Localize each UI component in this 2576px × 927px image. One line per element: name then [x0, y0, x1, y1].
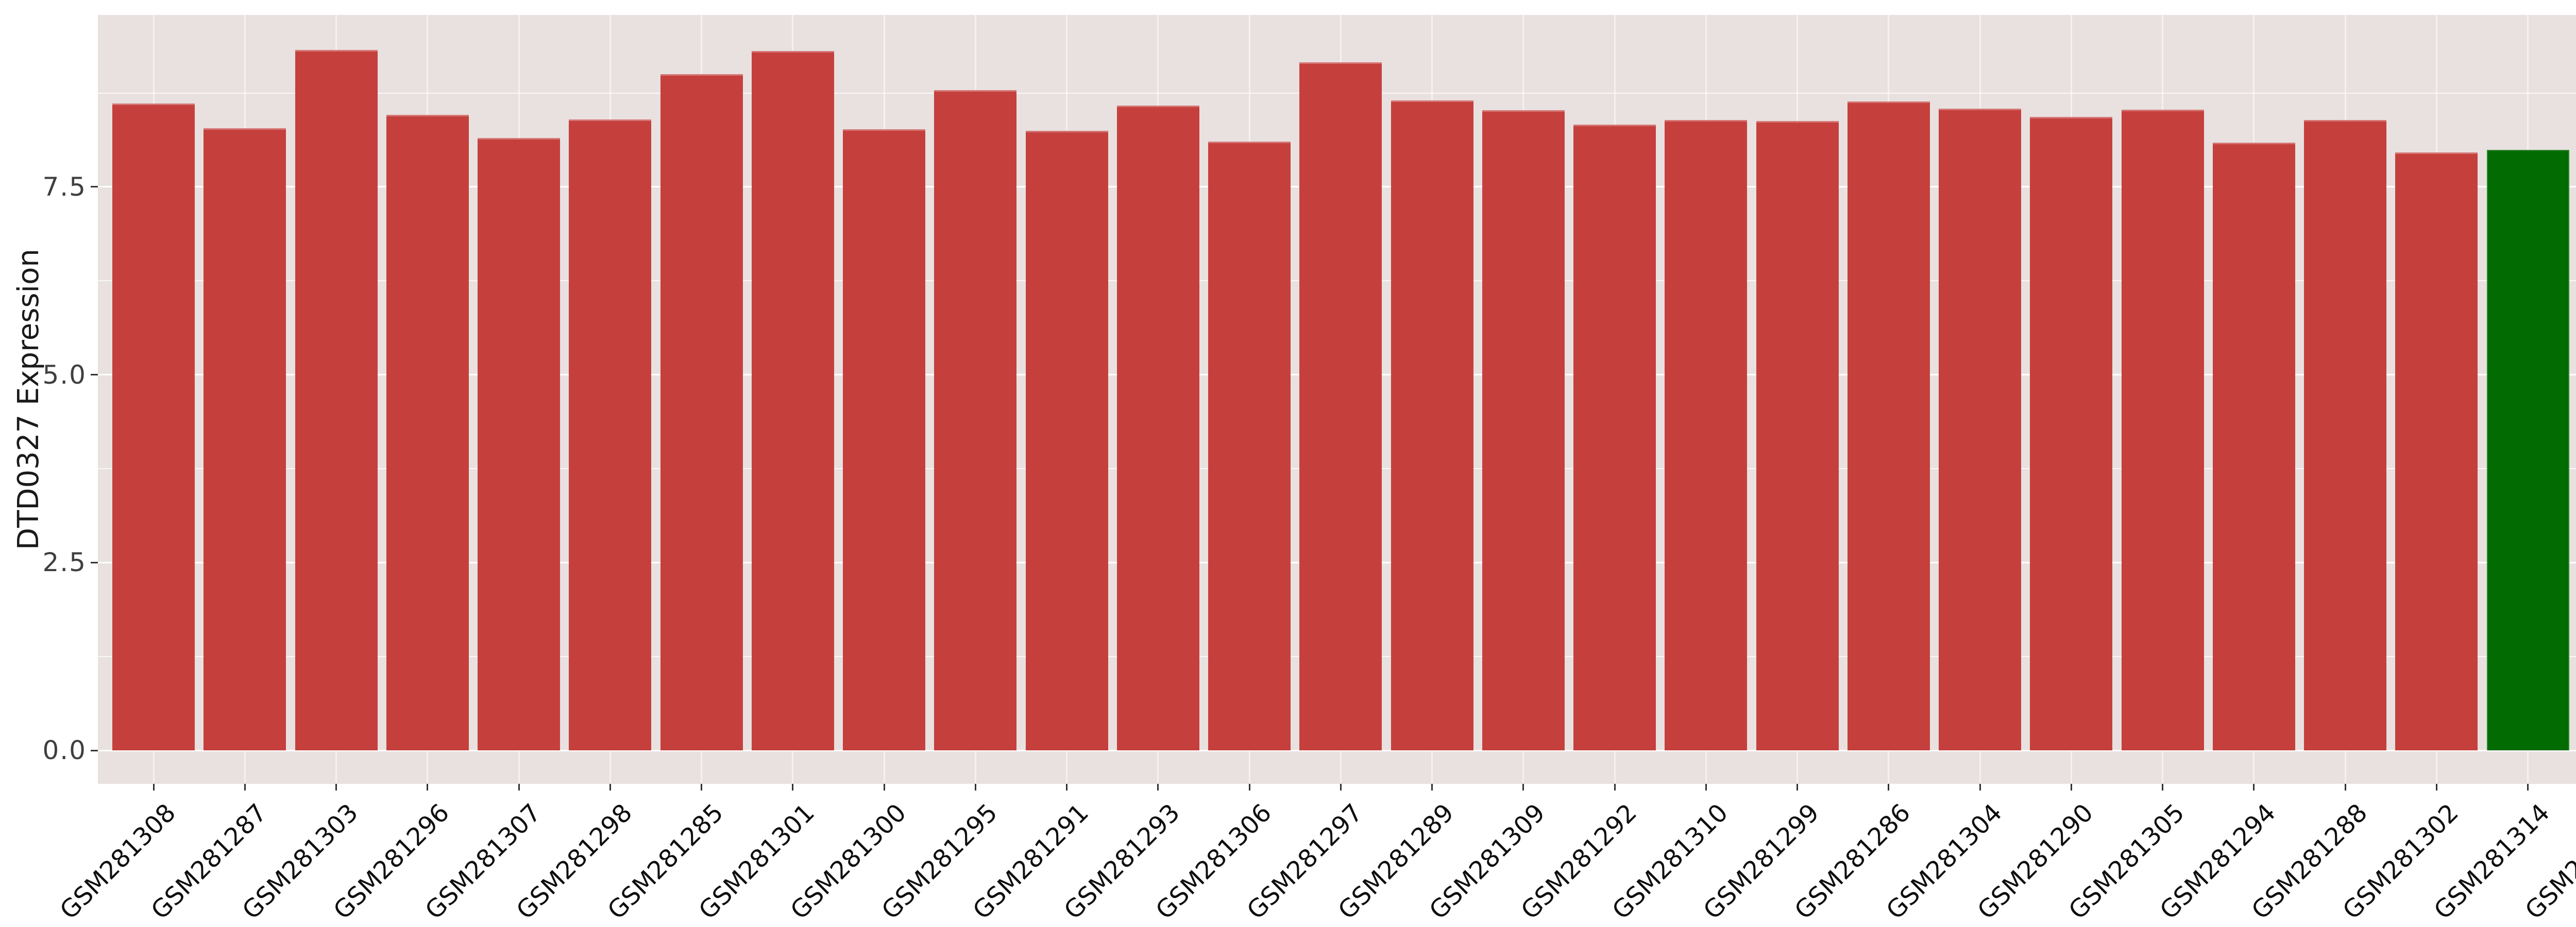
x-tick-mark [1157, 784, 1159, 791]
x-tick-mark [1705, 784, 1707, 791]
bar-GSM281292 [1573, 124, 1656, 750]
y-axis-title: DTD0327 Expression [0, 15, 57, 784]
x-tick-mark [2435, 784, 2437, 791]
x-tick-mark [609, 784, 611, 791]
x-tick-mark [152, 784, 155, 791]
bar-GSM281306 [1208, 142, 1291, 750]
x-tick-mark [1522, 784, 1524, 791]
bar-GSM281293 [1116, 106, 1199, 750]
x-tick-mark [335, 784, 337, 791]
bar-GSM281303 [295, 50, 378, 750]
y-axis-title-text: DTD0327 Expression [11, 249, 45, 550]
x-tick-mark [1248, 784, 1250, 791]
x-tick-mark [1979, 784, 1981, 791]
x-tick-mark [974, 784, 976, 791]
bar-GSM281290 [2030, 117, 2113, 750]
bar-GSM281302 [2395, 152, 2478, 750]
x-tick-mark [427, 784, 429, 791]
bar-GSM281285 [660, 74, 743, 750]
x-tick-mark [1340, 784, 1342, 791]
bar-GSM281310 [1665, 120, 1748, 750]
y-tick-mark [91, 186, 98, 188]
bar-GSM281295 [934, 90, 1017, 750]
x-tick-mark [2162, 784, 2163, 791]
bar-GSM281294 [2212, 142, 2295, 750]
x-tick-mark [518, 784, 520, 791]
y-tick-label: 5.0 [42, 359, 87, 390]
x-tick-mark [2070, 784, 2072, 791]
bar-GSM281305 [2121, 109, 2204, 750]
y-tick-mark [91, 374, 98, 376]
y-tick-label: 7.5 [42, 171, 87, 202]
bar-GSM281297 [1299, 62, 1382, 750]
bar-GSM281300 [843, 129, 925, 750]
major-gridline [98, 749, 2576, 751]
x-tick-mark [1797, 784, 1798, 791]
x-tick-mark [1431, 784, 1433, 791]
bar-GSM281287 [204, 128, 286, 750]
y-tick-label: 2.5 [42, 547, 87, 578]
x-tick-mark [2253, 784, 2255, 791]
y-tick-label: 0.0 [42, 735, 87, 765]
x-tick-mark [2344, 784, 2346, 791]
x-tick-mark [2527, 784, 2529, 791]
bar-GSM281298 [569, 119, 652, 750]
bar-GSM281304 [1939, 109, 2021, 750]
bar-GSM281289 [1391, 100, 1473, 750]
plot-panel [98, 15, 2576, 784]
x-tick-mark [1888, 784, 1890, 791]
bar-GSM281299 [1756, 121, 1839, 750]
bar-GSM281286 [1847, 101, 1930, 750]
x-tick-mark [792, 784, 794, 791]
bar-GSM281308 [112, 104, 195, 750]
bar-GSM281291 [1025, 130, 1108, 750]
bar-GSM281307 [478, 138, 560, 750]
x-tick-mark [244, 784, 246, 791]
x-tick-mark [1614, 784, 1616, 791]
bar-GSM281288 [2304, 120, 2386, 750]
bar-GSM281309 [1482, 110, 1565, 750]
y-tick-mark [91, 749, 98, 751]
x-tick-mark [1066, 784, 1067, 791]
bar-GSM281296 [386, 114, 469, 750]
bar-GSM281301 [751, 50, 834, 750]
y-tick-mark [91, 561, 98, 563]
x-tick-mark [701, 784, 702, 791]
x-tick-mark [883, 784, 885, 791]
bar-GSM281314 [2486, 150, 2569, 750]
